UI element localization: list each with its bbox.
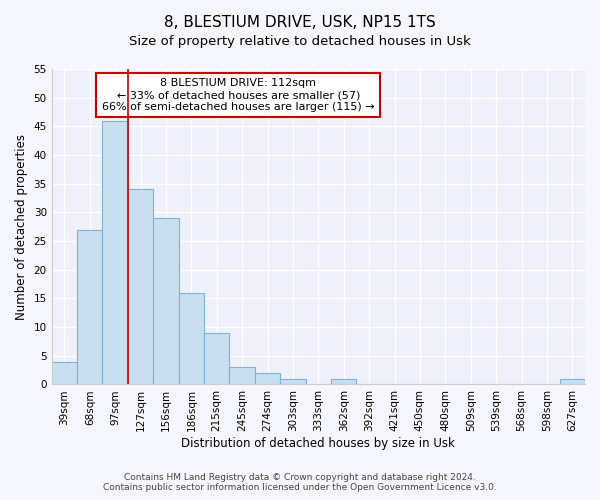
Y-axis label: Number of detached properties: Number of detached properties xyxy=(15,134,28,320)
Bar xyxy=(128,190,153,384)
Bar xyxy=(204,333,229,384)
Text: Size of property relative to detached houses in Usk: Size of property relative to detached ho… xyxy=(129,35,471,48)
Bar xyxy=(153,218,179,384)
Bar xyxy=(560,378,585,384)
X-axis label: Distribution of detached houses by size in Usk: Distribution of detached houses by size … xyxy=(181,437,455,450)
Bar xyxy=(280,378,305,384)
Text: Contains HM Land Registry data © Crown copyright and database right 2024.
Contai: Contains HM Land Registry data © Crown c… xyxy=(103,473,497,492)
Bar xyxy=(229,368,255,384)
Bar xyxy=(255,373,280,384)
Bar xyxy=(77,230,103,384)
Text: 8 BLESTIUM DRIVE: 112sqm
← 33% of detached houses are smaller (57)
66% of semi-d: 8 BLESTIUM DRIVE: 112sqm ← 33% of detach… xyxy=(102,78,374,112)
Text: 8, BLESTIUM DRIVE, USK, NP15 1TS: 8, BLESTIUM DRIVE, USK, NP15 1TS xyxy=(164,15,436,30)
Bar xyxy=(179,292,204,384)
Bar xyxy=(52,362,77,384)
Bar xyxy=(331,378,356,384)
Bar xyxy=(103,120,128,384)
